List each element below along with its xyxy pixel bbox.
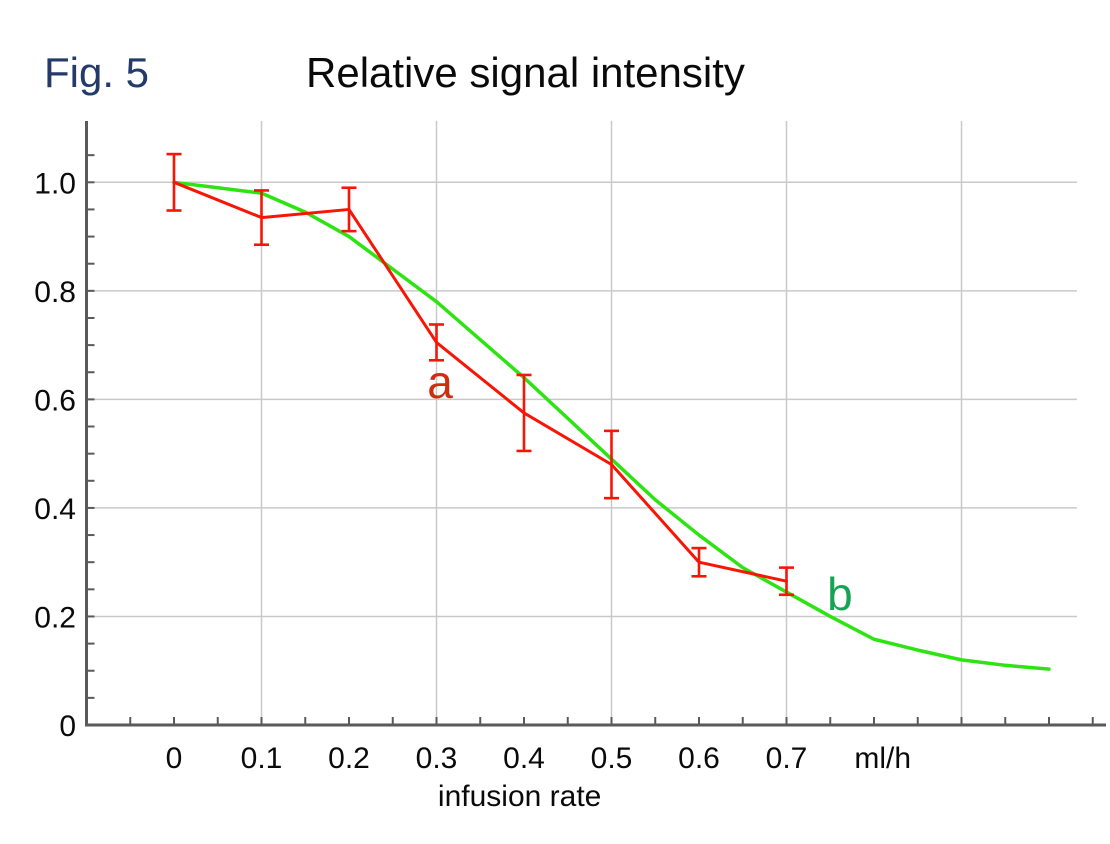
series-a-line (172, 180, 788, 583)
y-tick-label: 1.0 (34, 167, 76, 200)
x-tick-label: 0.2 (328, 742, 370, 775)
x-tick-label: 0 (166, 742, 183, 775)
y-tick-label: 0.4 (34, 493, 76, 526)
figure-number-label: Fig. 5 (44, 49, 150, 96)
x-axis-title: infusion rate (438, 780, 601, 813)
x-tick-label: 0.7 (766, 742, 808, 775)
x-tick-label: 0.3 (416, 742, 458, 775)
chart-title: Relative signal intensity (306, 49, 745, 96)
x-tick-label: 0.1 (241, 742, 283, 775)
x-tick-label: 0.6 (678, 742, 720, 775)
y-tick-label: 0 (59, 710, 76, 743)
y-tick-label: 0.2 (34, 601, 76, 634)
x-tick-label: 0.5 (591, 742, 633, 775)
y-tick-label: 0.6 (34, 384, 76, 417)
series-b-label: b (827, 568, 853, 620)
x-axis-unit-label: ml/h (854, 742, 911, 775)
y-tick-label: 0.8 (34, 276, 76, 309)
x-tick-label: 0.4 (503, 742, 545, 775)
series-a-label: a (427, 356, 453, 408)
